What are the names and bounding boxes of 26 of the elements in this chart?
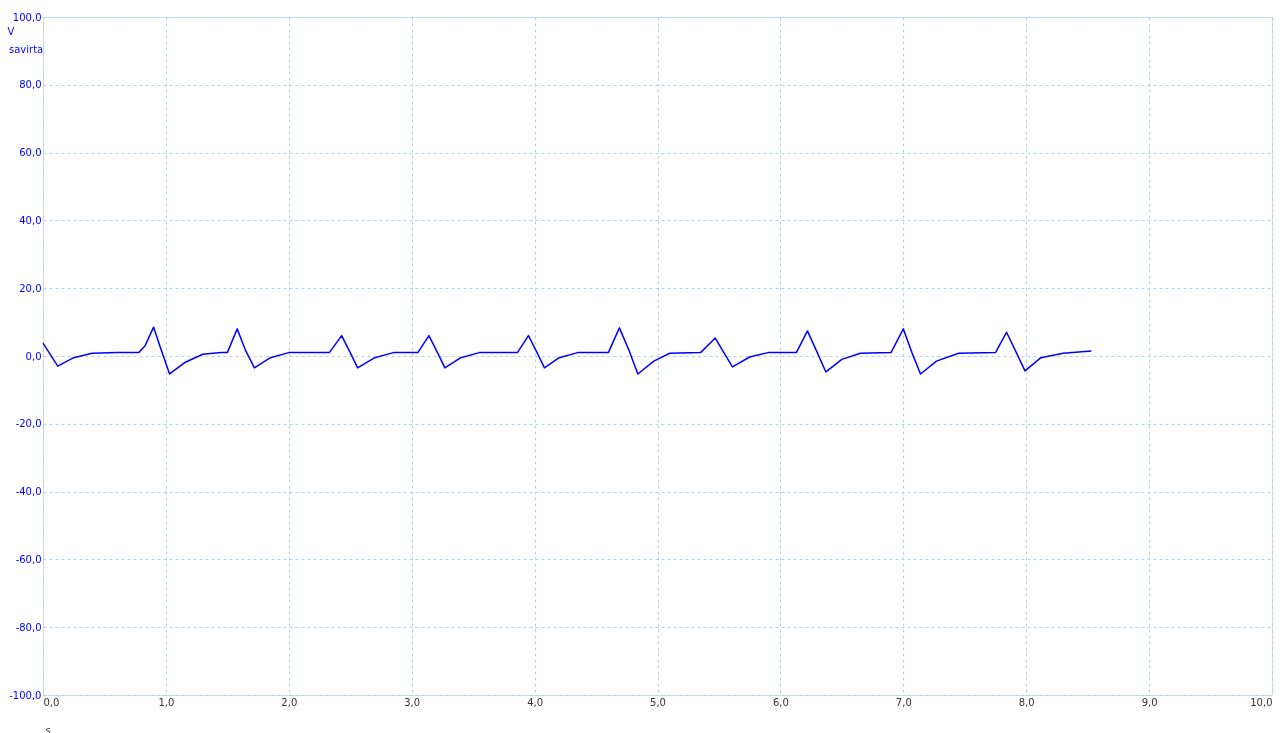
text: savirta	[9, 44, 44, 55]
x-tick-label: 2,0	[281, 696, 298, 708]
y-axis-title: V	[7, 25, 15, 37]
y-tick-label: 20,0	[19, 282, 42, 294]
x-tick-label: 1,0	[158, 696, 175, 708]
x-tick-label: 9,0	[1141, 696, 1158, 708]
y-tick-label: 60,0	[19, 147, 42, 159]
x-tick-label: 0,0	[43, 696, 60, 708]
y-tick-label: 80,0	[19, 79, 42, 91]
x-tick-label: 8,0	[1018, 696, 1035, 708]
y-tick-label: -80,0	[15, 621, 42, 633]
y-tick-label: 40,0	[19, 214, 42, 226]
x-tick-label: 5,0	[650, 696, 666, 708]
y-tick-label: -40,0	[15, 486, 42, 498]
x-tick-label: 6,0	[772, 696, 789, 708]
y-tick-label: -100,0	[9, 689, 42, 701]
y-tick-label: 100,0	[12, 11, 42, 23]
x-tick-label: 3,0	[404, 696, 421, 708]
x-tick-label: 10,0	[1250, 696, 1273, 708]
y-tick-label: -60,0	[15, 553, 42, 565]
x-tick-label: 7,0	[895, 696, 912, 708]
x-axis-title: s	[45, 724, 51, 733]
y-tick-label: -20,0	[15, 418, 42, 430]
x-tick-label: 4,0	[527, 696, 544, 708]
line-series	[42, 326, 1093, 375]
y-tick-label: 0,0	[25, 350, 42, 362]
